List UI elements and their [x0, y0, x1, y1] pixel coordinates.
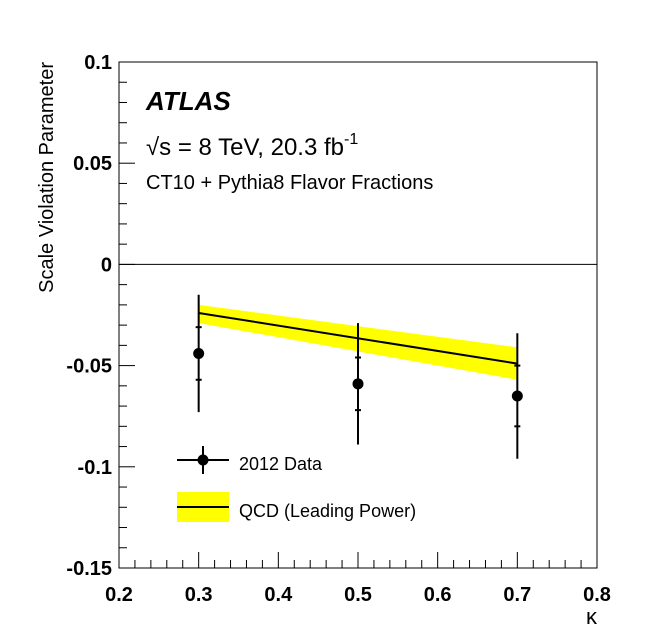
y-tick-label: 0 [101, 254, 112, 276]
x-axis-label: κ [586, 604, 598, 629]
x-tick-label: 0.8 [583, 584, 611, 606]
data-point [352, 378, 364, 390]
y-tick-label: -0.15 [66, 558, 112, 580]
y-axis-label: Scale Violation Parameter [36, 62, 58, 293]
legend: 2012 Data QCD (Leading Power) [177, 446, 416, 522]
y-tick-label: -0.05 [66, 356, 112, 378]
y-tick-label: -0.1 [78, 457, 112, 479]
x-tick-label: 0.7 [503, 584, 531, 606]
legend-data-marker [197, 454, 209, 466]
x-tick-label: 0.4 [264, 584, 293, 606]
axis-layer: 0.2 0.3 0.4 0.5 0.6 0.7 0.8 -0.15 -0.1 -0.05 0 0.05… [66, 52, 611, 606]
legend-qcd-label: QCD (Leading Power) [239, 501, 416, 521]
energy-label: √s = 8 TeV, 20.3 fb-1 [146, 131, 358, 161]
x-tick-label: 0.6 [424, 584, 452, 606]
legend-data-label: 2012 Data [239, 454, 323, 474]
x-tick-label: 0.3 [185, 584, 213, 606]
data-point [511, 390, 523, 402]
experiment-label: ATLAS [145, 86, 231, 116]
data-point [193, 347, 205, 359]
y-tick-label: 0.05 [73, 153, 112, 175]
y-tick-label: 0.1 [84, 52, 112, 74]
subtitle-label: CT10 + Pythia8 Flavor Fractions [146, 172, 433, 194]
x-tick-label: 0.5 [344, 584, 372, 606]
x-tick-label: 0.2 [105, 584, 133, 606]
data-layer [193, 294, 523, 459]
